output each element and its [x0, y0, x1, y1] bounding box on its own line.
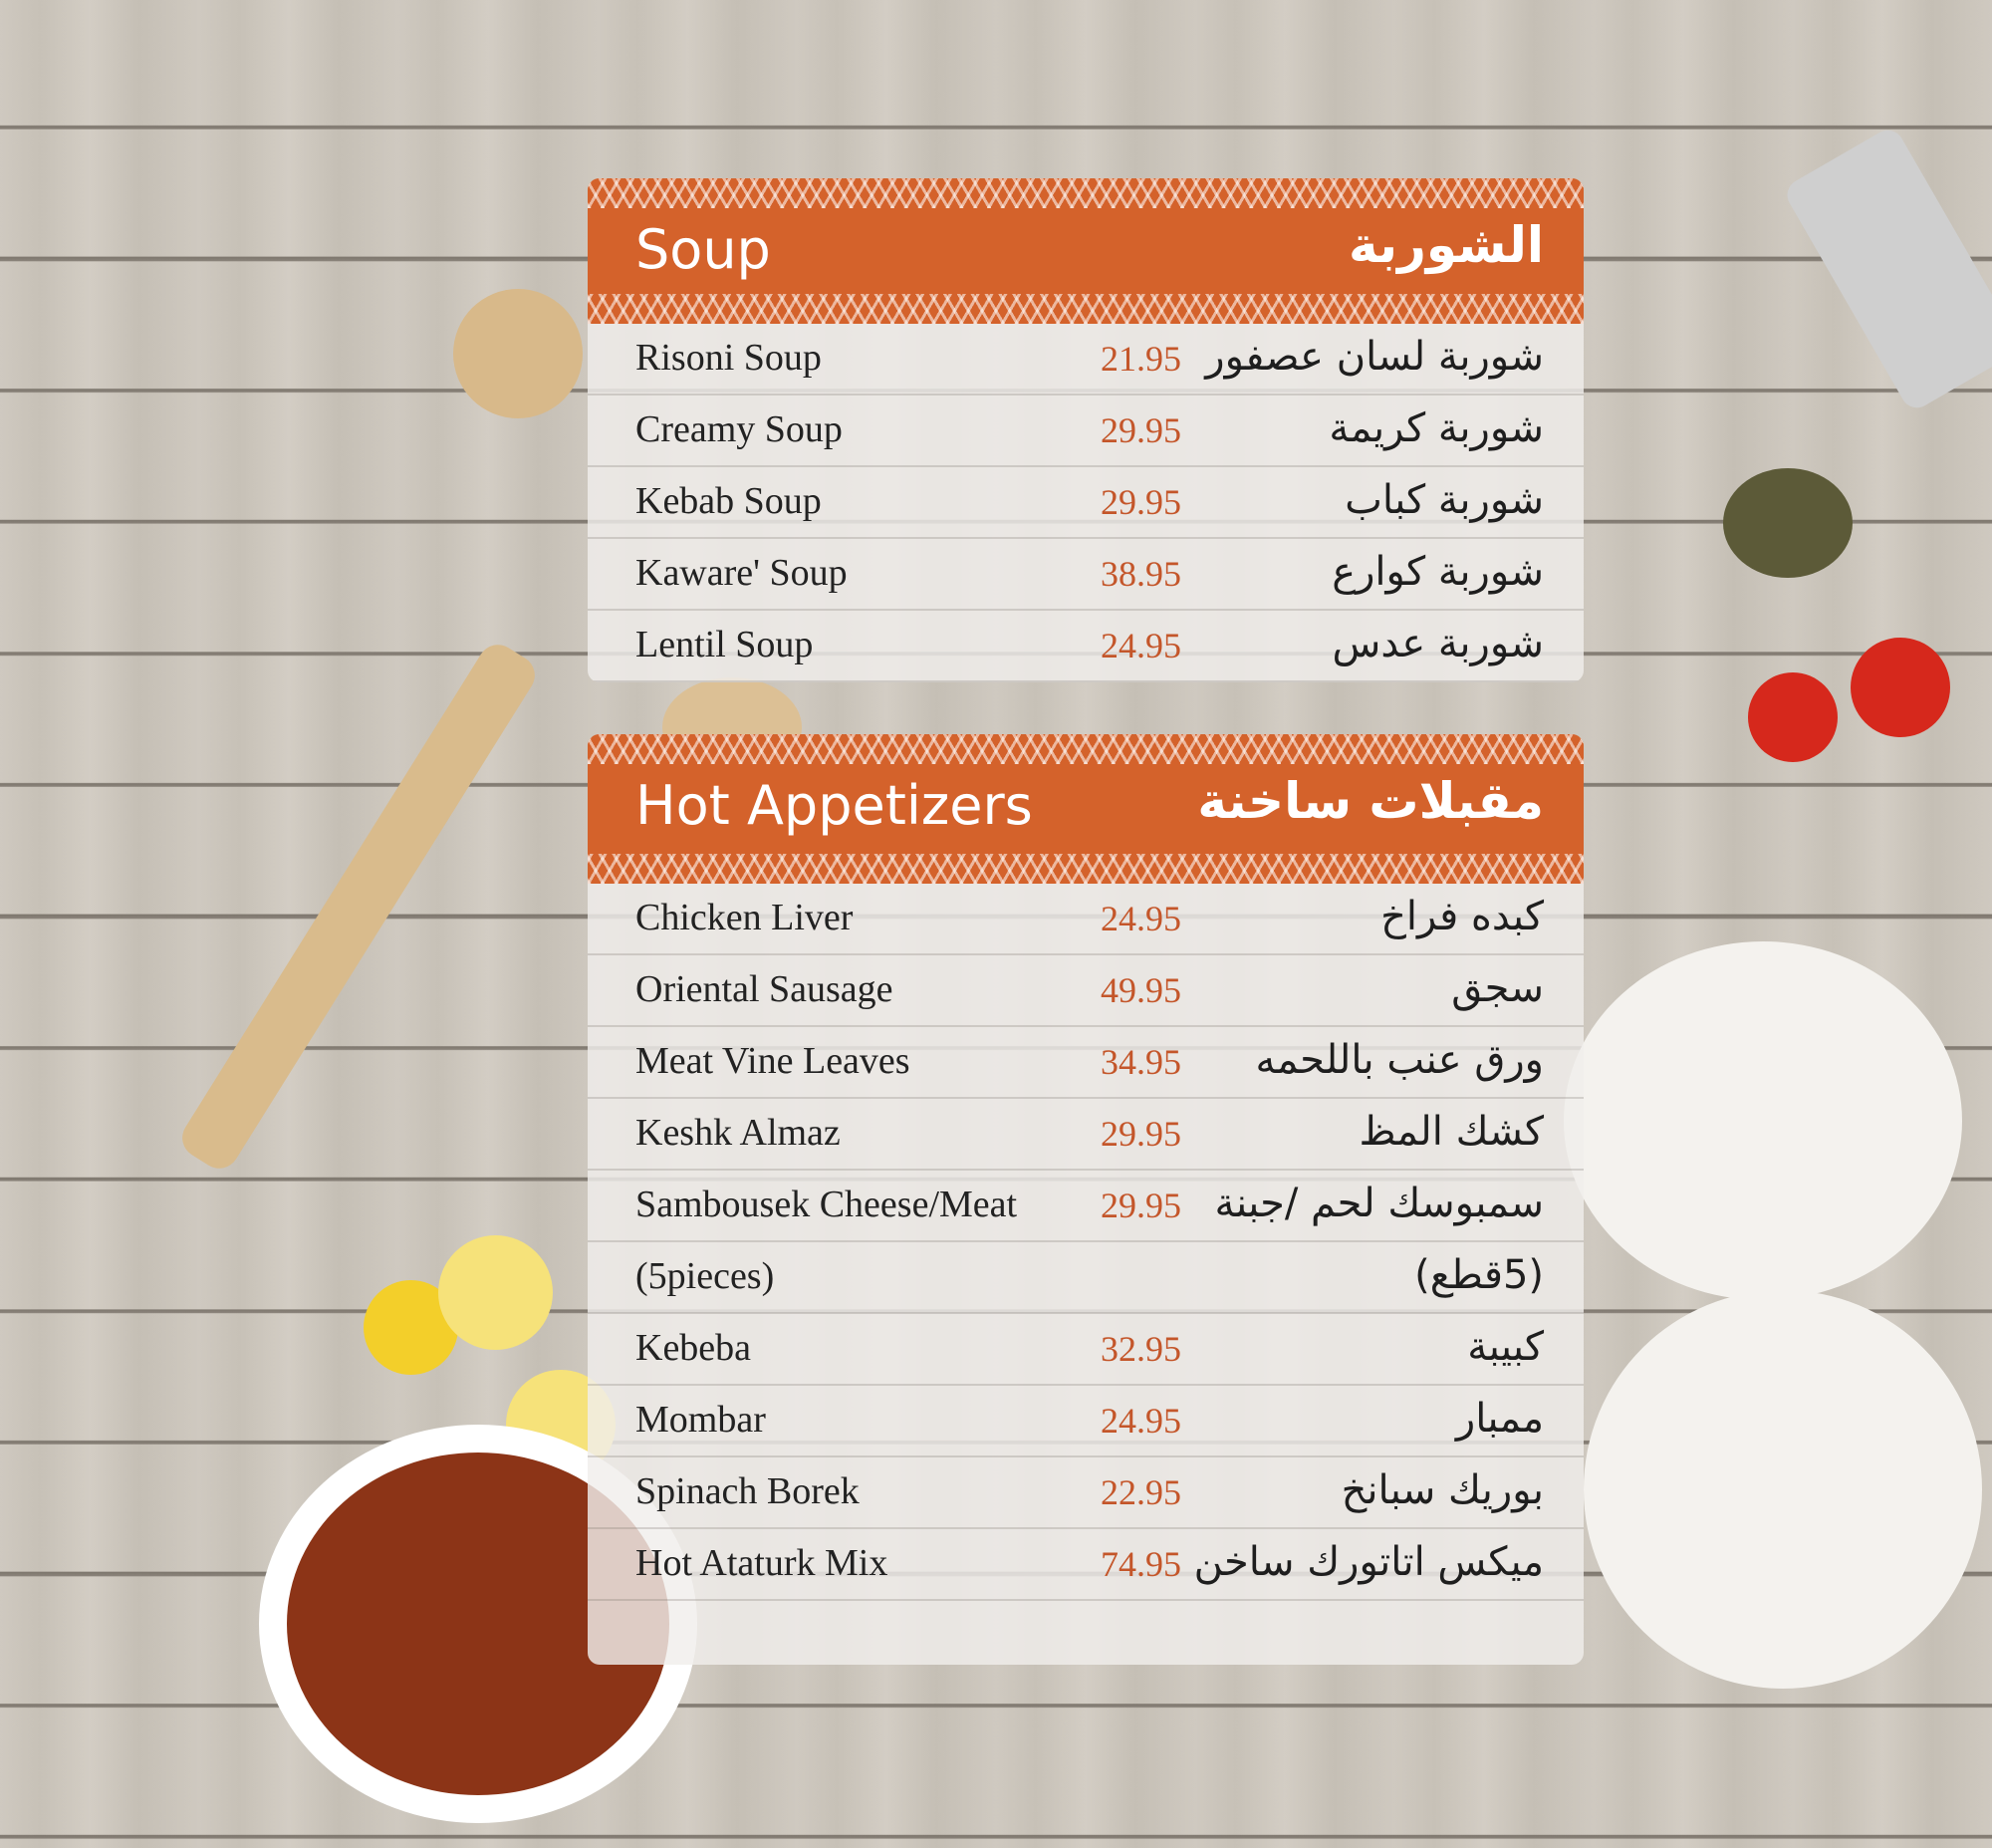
item-name: Risoni Soup: [635, 337, 822, 379]
soup-panel: Soup الشوربة Risoni Soup 21.95 شوربة لسان …: [588, 178, 1584, 682]
item-price: 22.95: [1101, 1472, 1181, 1512]
salt-shaker-image: [1781, 124, 1992, 414]
item-name-arabic: سجق: [1451, 965, 1544, 1011]
item-price: 38.95: [1101, 554, 1181, 594]
section-header: Soup الشوربة: [588, 178, 1584, 324]
item-price: 74.95: [1101, 1544, 1181, 1584]
item-name: Creamy Soup: [635, 408, 843, 450]
wooden-spatula-image: [174, 637, 543, 1177]
wooden-scoop-image: [453, 289, 583, 418]
menu-list: Chicken Liver 24.95 كبده فراخ Oriental Saus…: [588, 884, 1584, 1601]
menu-item: Creamy Soup 29.95 شوربة كريمة: [588, 396, 1584, 467]
item-price: 21.95: [1101, 339, 1181, 379]
item-price: 29.95: [1101, 410, 1181, 450]
item-name: Lentil Soup: [635, 624, 814, 665]
item-name-arabic: شوربة لسان عصفور: [1205, 334, 1544, 380]
menu-item: Hot Ataturk Mix 74.95 ميكس اتاتورك ساخن: [588, 1529, 1584, 1601]
menu-item: Kaware' Soup 38.95 شوربة كوارع: [588, 539, 1584, 611]
item-price: 24.95: [1101, 1401, 1181, 1441]
hot-appetizers-panel: Hot Appetizers مقبلات ساخنة Chicken Live…: [588, 734, 1584, 1665]
menu-item: Mombar 24.95 ممبار: [588, 1386, 1584, 1457]
pattern-border: [588, 854, 1584, 884]
menu-item: (5pieces) (5قطع): [588, 1242, 1584, 1314]
menu-item: Meat Vine Leaves 34.95 ورق عنب باللحمه: [588, 1027, 1584, 1099]
item-name-arabic: شوربة كوارع: [1332, 549, 1544, 595]
item-price: 29.95: [1101, 1186, 1181, 1225]
tomato-image: [1748, 672, 1838, 762]
section-title-arabic: مقبلات ساخنة: [1197, 772, 1544, 830]
item-name: Keshk Almaz: [635, 1112, 841, 1154]
menu-item: Keshk Almaz 29.95 كشك المظ: [588, 1099, 1584, 1171]
item-name-arabic: شوربة عدس: [1332, 621, 1544, 666]
section-title-arabic: الشوربة: [1348, 216, 1544, 274]
item-name: Mombar: [635, 1399, 766, 1441]
item-price: 24.95: [1101, 899, 1181, 938]
item-name-arabic: ورق عنب باللحمه: [1255, 1037, 1544, 1083]
item-name-arabic: ممبار: [1455, 1396, 1544, 1442]
item-name-arabic: كشك المظ: [1359, 1109, 1544, 1155]
section-title: Soup: [635, 218, 771, 281]
item-name: Hot Ataturk Mix: [635, 1542, 888, 1584]
item-name-arabic: شوربة كريمة: [1329, 405, 1544, 451]
item-name-arabic: (5قطع): [1414, 1252, 1544, 1298]
kibbeh-dish-image: [1564, 941, 1962, 1300]
menu-item: Risoni Soup 21.95 شوربة لسان عصفور: [588, 324, 1584, 396]
tomato-image: [1851, 638, 1950, 737]
item-price: 29.95: [1101, 1114, 1181, 1154]
item-price: 29.95: [1101, 482, 1181, 522]
item-name: Oriental Sausage: [635, 968, 893, 1010]
item-name-arabic: سمبوسك لحم /جبنة: [1214, 1181, 1544, 1226]
item-name-arabic: شوربة كباب: [1345, 477, 1544, 523]
item-name: Kebeba: [635, 1327, 752, 1369]
item-name-arabic: بوريك سبانخ: [1341, 1467, 1544, 1513]
item-name-arabic: كبيبة: [1467, 1324, 1544, 1370]
menu-item: Oriental Sausage 49.95 سجق: [588, 955, 1584, 1027]
pattern-border: [588, 294, 1584, 324]
item-price: 32.95: [1101, 1329, 1181, 1369]
menu-item: Sambousek Cheese/Meat 29.95 سمبوسك لحم /جب…: [588, 1171, 1584, 1242]
pattern-border: [588, 734, 1584, 764]
menu-item: Chicken Liver 24.95 كبده فراخ: [588, 884, 1584, 955]
item-price: 34.95: [1101, 1042, 1181, 1082]
item-name-arabic: كبده فراخ: [1380, 894, 1544, 939]
item-price: 49.95: [1101, 970, 1181, 1010]
item-name: Meat Vine Leaves: [635, 1040, 910, 1082]
section-title: Hot Appetizers: [635, 774, 1033, 837]
menu-list: Risoni Soup 21.95 شوربة لسان عصفور Creamy S…: [588, 324, 1584, 682]
item-name: Chicken Liver: [635, 897, 854, 938]
section-header: Hot Appetizers مقبلات ساخنة: [588, 734, 1584, 884]
item-name-arabic: ميكس اتاتورك ساخن: [1193, 1539, 1544, 1585]
menu-item: Kebab Soup 29.95 شوربة كباب: [588, 467, 1584, 539]
item-name: (5pieces): [635, 1255, 775, 1297]
menu-item: Spinach Borek 22.95 بوريك سبانخ: [588, 1457, 1584, 1529]
item-name: Kaware' Soup: [635, 552, 848, 594]
herbs-image: [1723, 468, 1853, 578]
meatball-dish-image: [1584, 1290, 1982, 1689]
item-name: Spinach Borek: [635, 1470, 860, 1512]
item-name: Sambousek Cheese/Meat: [635, 1184, 1018, 1225]
item-name: Kebab Soup: [635, 480, 822, 522]
item-price: 24.95: [1101, 626, 1181, 665]
lemon-image: [438, 1235, 553, 1350]
menu-item: Kebeba 32.95 كبيبة: [588, 1314, 1584, 1386]
pattern-border: [588, 178, 1584, 208]
menu-item: Lentil Soup 24.95 شوربة عدس: [588, 611, 1584, 682]
